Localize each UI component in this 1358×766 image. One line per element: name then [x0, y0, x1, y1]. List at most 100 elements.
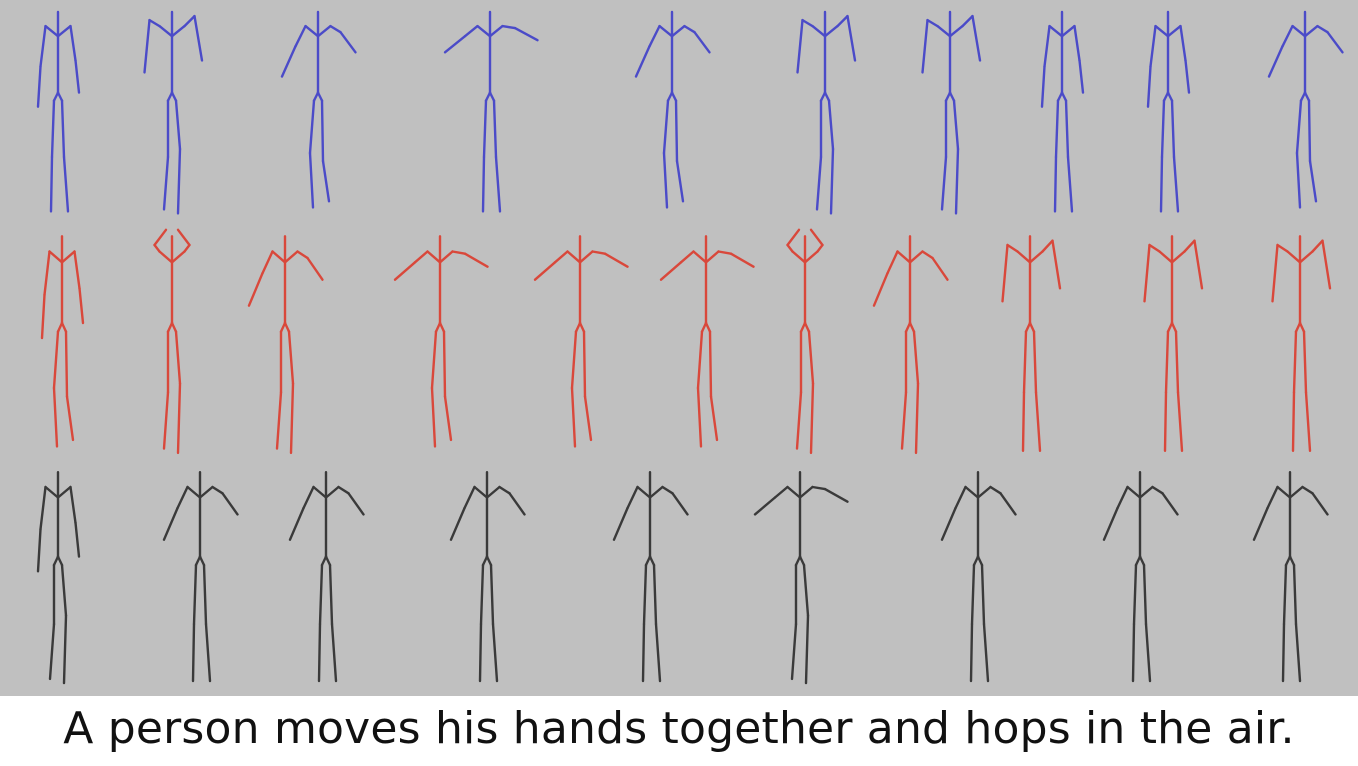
stick-figure-bone — [982, 622, 990, 683]
stick-figure — [786, 228, 824, 455]
stick-figure-bone — [972, 555, 980, 567]
stick-figure-bone — [60, 250, 76, 264]
stick-figure-bone — [308, 151, 315, 209]
stick-figure-bone — [317, 622, 322, 683]
stick-figure-bone — [1040, 65, 1046, 108]
stick-figure-bone — [221, 492, 239, 516]
stick-figure-bone — [78, 287, 85, 325]
stick-figure-bone — [44, 24, 60, 38]
stick-figure-bone — [153, 243, 161, 253]
stick-figure-bone — [143, 18, 151, 74]
stick-figure-bone — [463, 252, 489, 268]
stick-figure-bone — [44, 485, 60, 499]
stick-figure-bone — [1158, 250, 1174, 264]
stick-figure-bone — [648, 555, 656, 567]
stick-figure-bone — [1267, 45, 1284, 78]
stick-figure-bone — [438, 321, 446, 333]
stick-figure — [143, 10, 204, 215]
stick-figure-bone — [449, 506, 466, 541]
stick-figure-bone — [491, 622, 499, 683]
stick-figure-bone — [73, 250, 81, 290]
stick-figure-bone — [1053, 155, 1058, 213]
stick-figure-bone — [463, 485, 476, 510]
stick-figure — [1040, 10, 1085, 213]
stick-figure — [872, 235, 949, 455]
stick-figure-bone — [320, 555, 328, 567]
stick-figure-bone — [52, 555, 60, 567]
stick-figure — [36, 10, 81, 213]
stick-figure-bone — [473, 485, 489, 499]
stick-figure-bone — [1034, 391, 1042, 452]
stick-figure-bone — [804, 614, 810, 685]
stick-figure-bone — [652, 563, 658, 626]
stick-figure-bone — [302, 485, 315, 510]
stick-figure — [393, 235, 489, 448]
stick-figure-bone — [438, 250, 454, 264]
stick-figure-bone — [479, 563, 485, 626]
stick-figure-bone — [1149, 24, 1157, 68]
stick-figure-bone — [1288, 555, 1296, 567]
stick-figure-bone — [1021, 391, 1026, 452]
stick-figure-bone — [148, 18, 161, 28]
stick-figure — [1267, 10, 1344, 209]
stick-figure-bone — [324, 555, 332, 567]
stick-figure-bone — [1151, 485, 1164, 495]
stick-figure-bone — [50, 99, 56, 159]
stick-figure — [634, 10, 711, 209]
stick-figure-bone — [1271, 243, 1279, 303]
stick-figure-bone — [60, 321, 68, 333]
stick-figure-bone — [476, 24, 492, 38]
stick-figure-bone — [1161, 492, 1179, 516]
stick-figure-bone — [247, 272, 264, 307]
stick-figure-bone — [801, 18, 814, 28]
stick-figure — [921, 10, 982, 215]
stick-figure-bone — [308, 99, 316, 155]
stick-figure-bone — [952, 99, 960, 151]
stick-figure-bone — [176, 485, 189, 510]
stick-figure-bone — [683, 24, 696, 34]
stick-figure-bone — [1146, 65, 1152, 108]
stick-figure-bone — [1292, 563, 1298, 626]
stick-figure-bone — [1024, 321, 1032, 333]
stick-figure-bone — [936, 24, 952, 38]
stick-figure — [1143, 235, 1204, 452]
stick-figure-bone — [316, 24, 332, 38]
stick-figure-bone — [679, 250, 695, 264]
stick-figure-bone — [980, 563, 986, 626]
stick-figure-bone — [641, 622, 646, 683]
stick-figure-bone — [186, 485, 202, 499]
stick-figure-bone — [1291, 24, 1307, 38]
stick-figure-bone — [198, 485, 214, 499]
stick-figure-bone — [662, 151, 669, 209]
stick-figure-bone — [485, 485, 501, 499]
stick-figure-bone — [1321, 239, 1332, 290]
stick-figure-bone — [174, 99, 182, 151]
stick-figure-bone — [1126, 485, 1142, 499]
stick-figure-bone — [1166, 91, 1174, 102]
stick-figure-bone — [451, 250, 467, 255]
stick-figure — [659, 235, 755, 448]
stick-figure-bone — [802, 563, 810, 617]
stick-figure-bone — [886, 250, 899, 275]
stick-figure-bone — [56, 321, 64, 333]
stick-figure — [1252, 471, 1329, 683]
stick-figure-bone — [896, 250, 912, 264]
stick-figure-bone — [1292, 330, 1298, 394]
stick-figure-bone — [56, 485, 72, 499]
stick-figure — [288, 471, 365, 683]
stick-figure-bone — [1154, 24, 1170, 38]
stick-figure-bone — [170, 91, 178, 102]
stick-figure-bone — [948, 91, 956, 102]
stick-figure-bone — [696, 330, 704, 390]
stick-figure-bone — [1048, 24, 1064, 38]
stick-figure-bone — [1193, 239, 1204, 290]
stick-figure-bone — [709, 395, 719, 442]
stick-figure-bone — [198, 555, 206, 567]
stick-figure-bone — [488, 24, 504, 38]
stick-figure-bone — [823, 24, 839, 38]
stick-figure-bone — [69, 24, 77, 62]
stick-figure-bone — [430, 386, 437, 448]
stick-figure-bone — [1170, 99, 1176, 159]
stick-figure-bone — [347, 492, 365, 516]
stick-figure-bone — [948, 24, 964, 38]
